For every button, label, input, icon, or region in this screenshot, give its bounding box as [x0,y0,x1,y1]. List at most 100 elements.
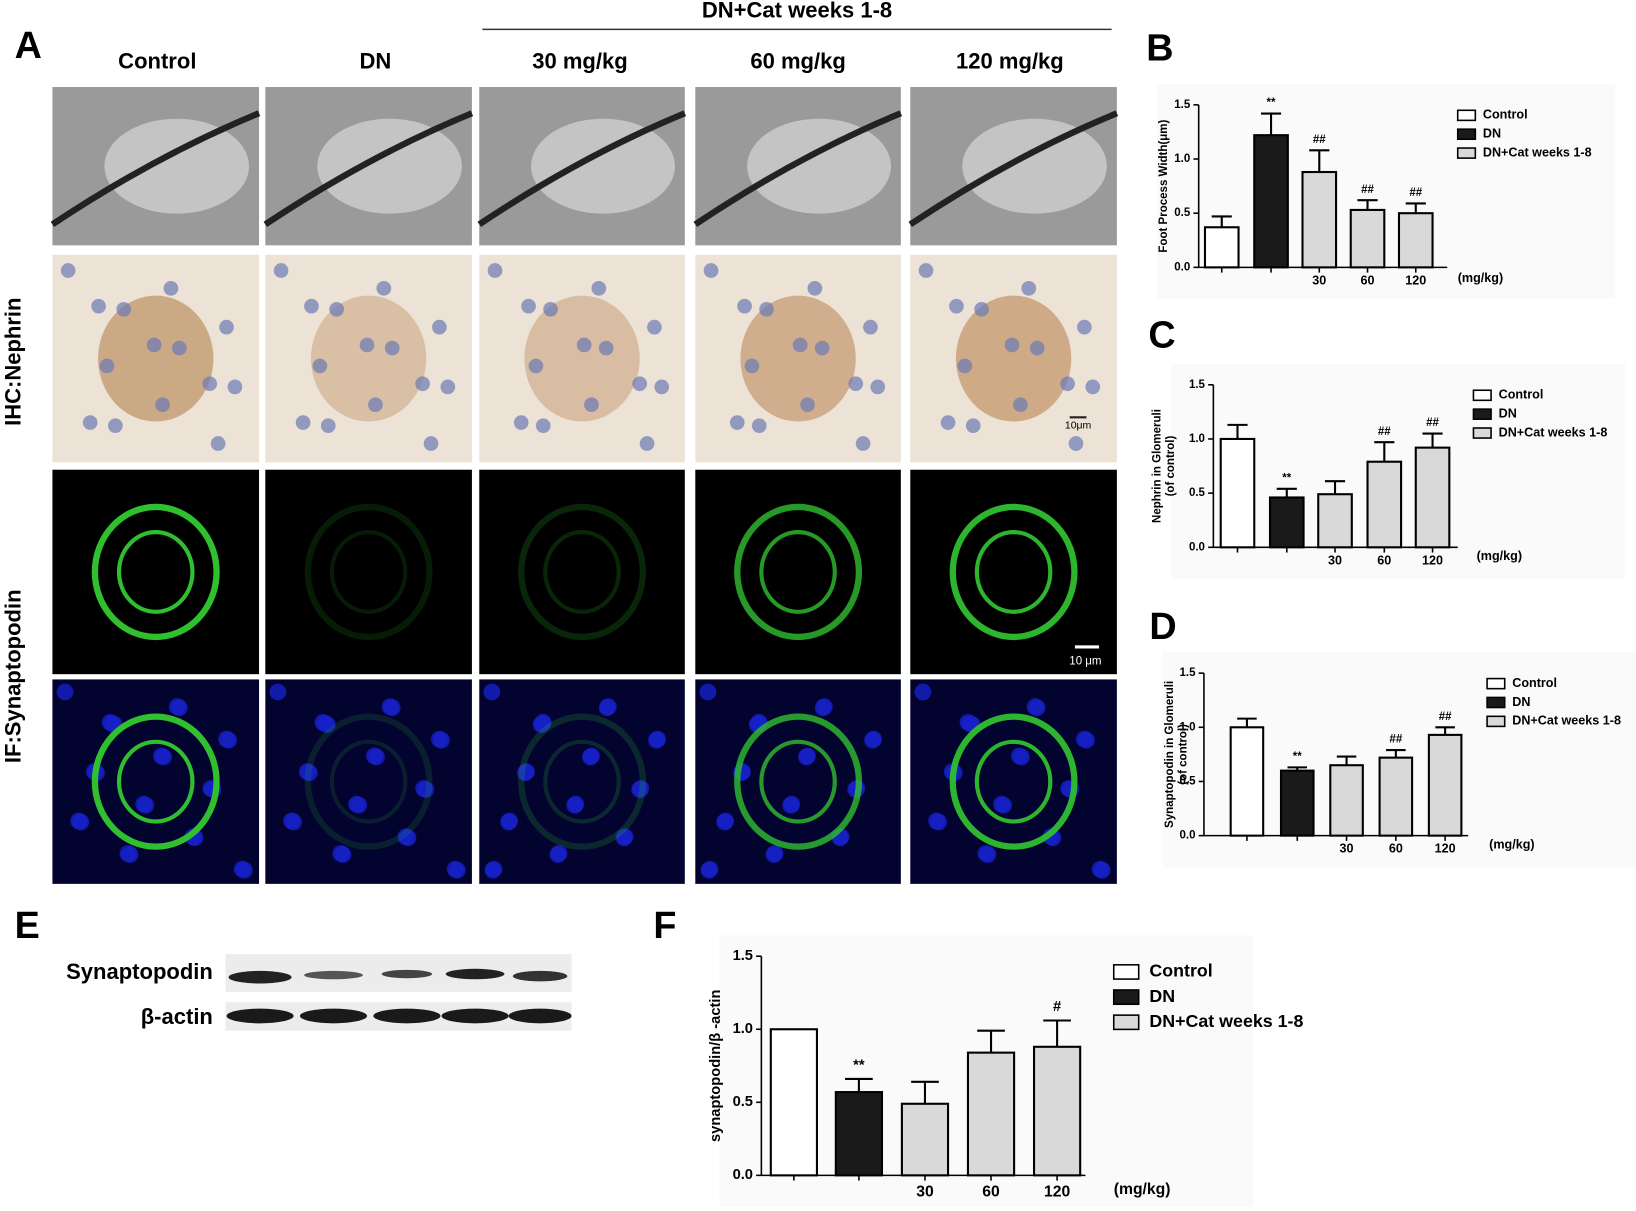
micrograph-detail [576,337,592,353]
micrograph-detail [298,763,316,781]
micrograph-detail [863,319,878,335]
micrograph-detail [766,845,784,862]
group-header: DN+Cat weeks 1-8 [702,0,892,22]
micrograph-detail [446,860,464,878]
micrograph-detail [487,263,503,278]
micrograph-detail [99,358,115,374]
legend-label: Control [1149,961,1212,981]
x-tick-label: 60 [982,1183,1000,1200]
x-tick-label: 120 [1435,842,1456,856]
micrograph [910,469,1117,675]
micrograph-detail [376,280,392,296]
micrograph-detail [1075,730,1093,748]
bar [1329,764,1364,837]
x-tick-label: 60 [1377,553,1391,567]
y-tick-label: 0.0 [733,1167,753,1183]
micrograph-detail [513,415,529,430]
y-tick-label: 0.5 [1174,207,1191,219]
micrograph-detail [616,828,634,846]
bar-annotation: ## [1439,711,1452,723]
micrograph-detail [654,379,670,395]
micrograph-detail [583,747,600,765]
micrograph-detail [717,812,735,830]
micrograph-detail [734,503,863,641]
micrograph-detail [1010,747,1028,765]
legend-swatch [1472,389,1492,402]
micrograph-detail [91,713,220,850]
micrograph-detail [397,828,415,846]
micrograph-detail [329,739,408,824]
bar [1032,1045,1082,1177]
scale-bar-label: 10μm [1065,420,1092,431]
micrograph-detail [135,795,153,813]
micrograph-detail [965,418,981,434]
micrograph-detail [329,530,408,614]
micrograph-detail [104,118,250,214]
column-header: 60 mg/kg [750,49,845,74]
micrograph-detail [283,812,300,830]
micrograph [52,679,260,884]
micrograph-detail [567,795,585,813]
micrograph-detail [799,747,816,765]
micrograph-detail [543,530,621,614]
micrograph-detail [543,301,558,317]
micrograph-detail [91,298,106,314]
error-bar [1422,432,1443,448]
micrographs [50,87,1119,884]
y-axis-label: (of control) [1178,724,1190,785]
micrograph-detail [918,263,934,278]
x-unit-label: (mg/kg) [1458,271,1503,285]
micrograph-detail [974,301,989,317]
micrograph-detail [740,295,856,422]
micrograph-detail [518,713,647,850]
x-tick-label: 60 [1361,273,1375,287]
micrograph-detail [1060,376,1075,392]
panel-label: B [1146,26,1173,68]
micrograph-detail [949,713,1078,850]
micrograph-detail [744,358,760,374]
micrograph-detail [56,683,74,701]
micrograph-detail [1013,397,1028,413]
micrograph-detail [647,319,662,335]
bar-annotation: ## [1389,734,1402,746]
micrograph-detail [949,298,964,314]
bar [1349,208,1386,269]
micrograph-detail [314,714,332,731]
bar [1279,769,1315,837]
bar [1366,460,1403,549]
micrograph-detail [521,298,536,314]
micrograph-detail [815,698,833,716]
error-bar [1276,487,1297,498]
bar [1414,446,1451,549]
micrograph-detail [531,118,675,214]
x-tick-label: 30 [1312,273,1326,287]
y-tick-label: 0.5 [1189,487,1206,499]
micrograph-detail [415,376,430,392]
micrograph-detail [962,118,1107,214]
micrograph-detail [483,683,501,701]
micrograph-detail [485,860,503,878]
micrograph-detail [155,397,170,413]
x-tick-label: 30 [1328,553,1342,567]
legend-swatch [1472,408,1492,420]
bar [1253,134,1289,269]
micrograph-detail [60,263,76,278]
error-bar [1336,755,1357,766]
micrograph-detail [543,739,621,824]
x-tick-label: 30 [1340,842,1354,856]
micrograph-detail [928,812,945,830]
bar [966,1051,1016,1177]
legend-swatch [1456,109,1477,122]
micrograph-detail [598,340,614,356]
bar-annotation: ## [1361,184,1374,196]
column-header: 30 mg/kg [532,49,627,74]
panel-label: E [15,904,40,946]
micrograph-detail [974,530,1053,614]
micrograph-detail [348,795,365,813]
micrograph-detail [814,340,830,356]
bar-annotation: ## [1409,187,1422,199]
x-unit-label: (mg/kg) [1477,549,1522,563]
micrograph-detail [524,295,640,422]
bar [1219,437,1256,549]
